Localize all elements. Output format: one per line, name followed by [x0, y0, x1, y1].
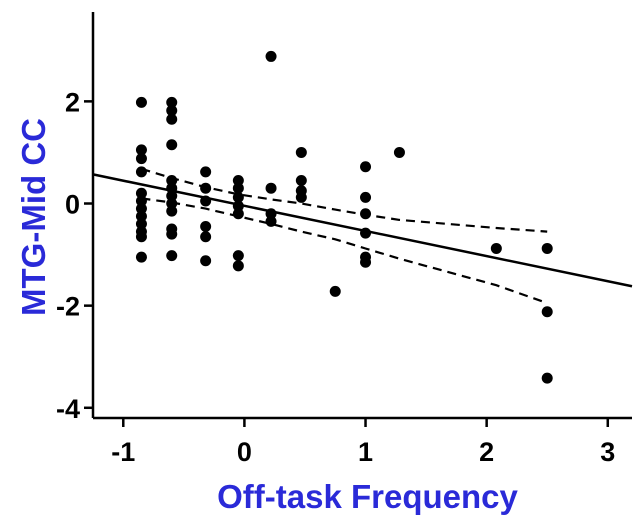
- data-point: [200, 195, 212, 207]
- data-point: [360, 161, 372, 173]
- data-point: [166, 205, 178, 217]
- data-points: [135, 50, 553, 384]
- data-point: [232, 208, 244, 220]
- data-point: [135, 153, 147, 165]
- data-point: [166, 113, 178, 125]
- confidence-band: [141, 167, 548, 305]
- y-tick-label: -4: [56, 394, 80, 424]
- data-point: [166, 175, 178, 187]
- x-tick-label: 3: [600, 437, 615, 467]
- data-point: [135, 195, 147, 207]
- data-point: [200, 255, 212, 267]
- data-point: [135, 96, 147, 108]
- data-point: [232, 200, 244, 212]
- data-point: [166, 182, 178, 194]
- data-point: [360, 191, 372, 203]
- data-point: [135, 187, 147, 199]
- data-point: [166, 228, 178, 240]
- data-point: [200, 231, 212, 243]
- data-point: [166, 250, 178, 262]
- x-axis-title: Off-task Frequency: [217, 478, 518, 515]
- data-point: [135, 144, 147, 156]
- data-point: [232, 191, 244, 203]
- data-point: [200, 220, 212, 232]
- data-point: [265, 50, 277, 62]
- data-point: [232, 250, 244, 262]
- x-tick-label: 2: [479, 437, 494, 467]
- data-point: [490, 242, 502, 254]
- data-point: [135, 203, 147, 215]
- ticks: -1 0 1 2 3 -4 -2 0 2: [56, 87, 615, 467]
- data-point: [135, 210, 147, 222]
- data-point: [232, 175, 244, 187]
- data-point: [135, 218, 147, 230]
- data-point: [541, 372, 553, 384]
- data-point: [232, 260, 244, 272]
- data-point: [360, 256, 372, 268]
- data-point: [360, 227, 372, 239]
- data-point: [265, 208, 277, 220]
- y-tick-label: 2: [65, 87, 80, 117]
- data-point: [135, 251, 147, 263]
- data-point: [265, 215, 277, 227]
- data-point: [200, 166, 212, 178]
- data-point: [166, 105, 178, 117]
- x-tick-label: 1: [358, 437, 373, 467]
- data-point: [135, 166, 147, 178]
- data-point: [265, 182, 277, 194]
- confidence-lower-line: [141, 197, 548, 305]
- data-point: [541, 242, 553, 254]
- y-tick-label: 0: [65, 190, 80, 220]
- data-point: [541, 306, 553, 318]
- x-tick-label: 0: [237, 437, 252, 467]
- data-point: [166, 96, 178, 108]
- data-point: [200, 182, 212, 194]
- data-point: [295, 175, 307, 187]
- x-tick-label: -1: [111, 437, 135, 467]
- axes: [91, 12, 632, 420]
- data-point: [166, 139, 178, 151]
- y-axis-title: MTG-Mid CC: [15, 118, 52, 316]
- data-point: [393, 146, 405, 158]
- data-point: [360, 208, 372, 220]
- data-point: [295, 146, 307, 158]
- data-point: [166, 198, 178, 210]
- data-point: [329, 285, 341, 297]
- data-point: [166, 190, 178, 202]
- data-point: [295, 191, 307, 203]
- y-tick-label: -2: [56, 292, 80, 322]
- data-point: [135, 231, 147, 243]
- data-point: [232, 182, 244, 194]
